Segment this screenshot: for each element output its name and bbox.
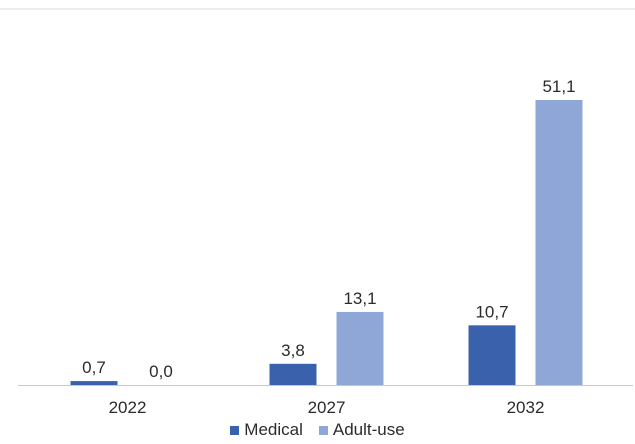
data-label-medical-2022: 0,7	[82, 358, 106, 377]
x-tick-label-2022: 2022	[109, 398, 147, 417]
bar-medical-2032	[468, 325, 516, 385]
data-label-adult-use-2022: 0,0	[149, 362, 173, 381]
legend-swatch-medical	[230, 425, 240, 435]
bar-medical-2022	[70, 381, 118, 385]
legend-label-adult-use: Adult-use	[332, 420, 405, 439]
legend-item-adult-use: Adult-use	[318, 420, 405, 440]
legend-swatch-adult-use	[318, 425, 328, 435]
data-label-adult-use-2027: 13,1	[343, 289, 376, 308]
legend-item-medical: Medical	[230, 420, 303, 440]
legend-label-medical: Medical	[244, 420, 303, 439]
bar-medical-2027	[269, 363, 317, 385]
x-tick-label-2027: 2027	[308, 398, 346, 417]
data-label-medical-2027: 3,8	[281, 341, 305, 360]
bars-layer	[70, 100, 583, 385]
legend: Medical Adult-use	[0, 420, 635, 440]
bar-adult-use-2032	[535, 100, 583, 385]
x-tick-label-2032: 2032	[507, 398, 545, 417]
data-label-adult-use-2032: 51,1	[542, 77, 575, 96]
data-label-medical-2032: 10,7	[475, 302, 508, 321]
bar-adult-use-2027	[336, 311, 384, 385]
